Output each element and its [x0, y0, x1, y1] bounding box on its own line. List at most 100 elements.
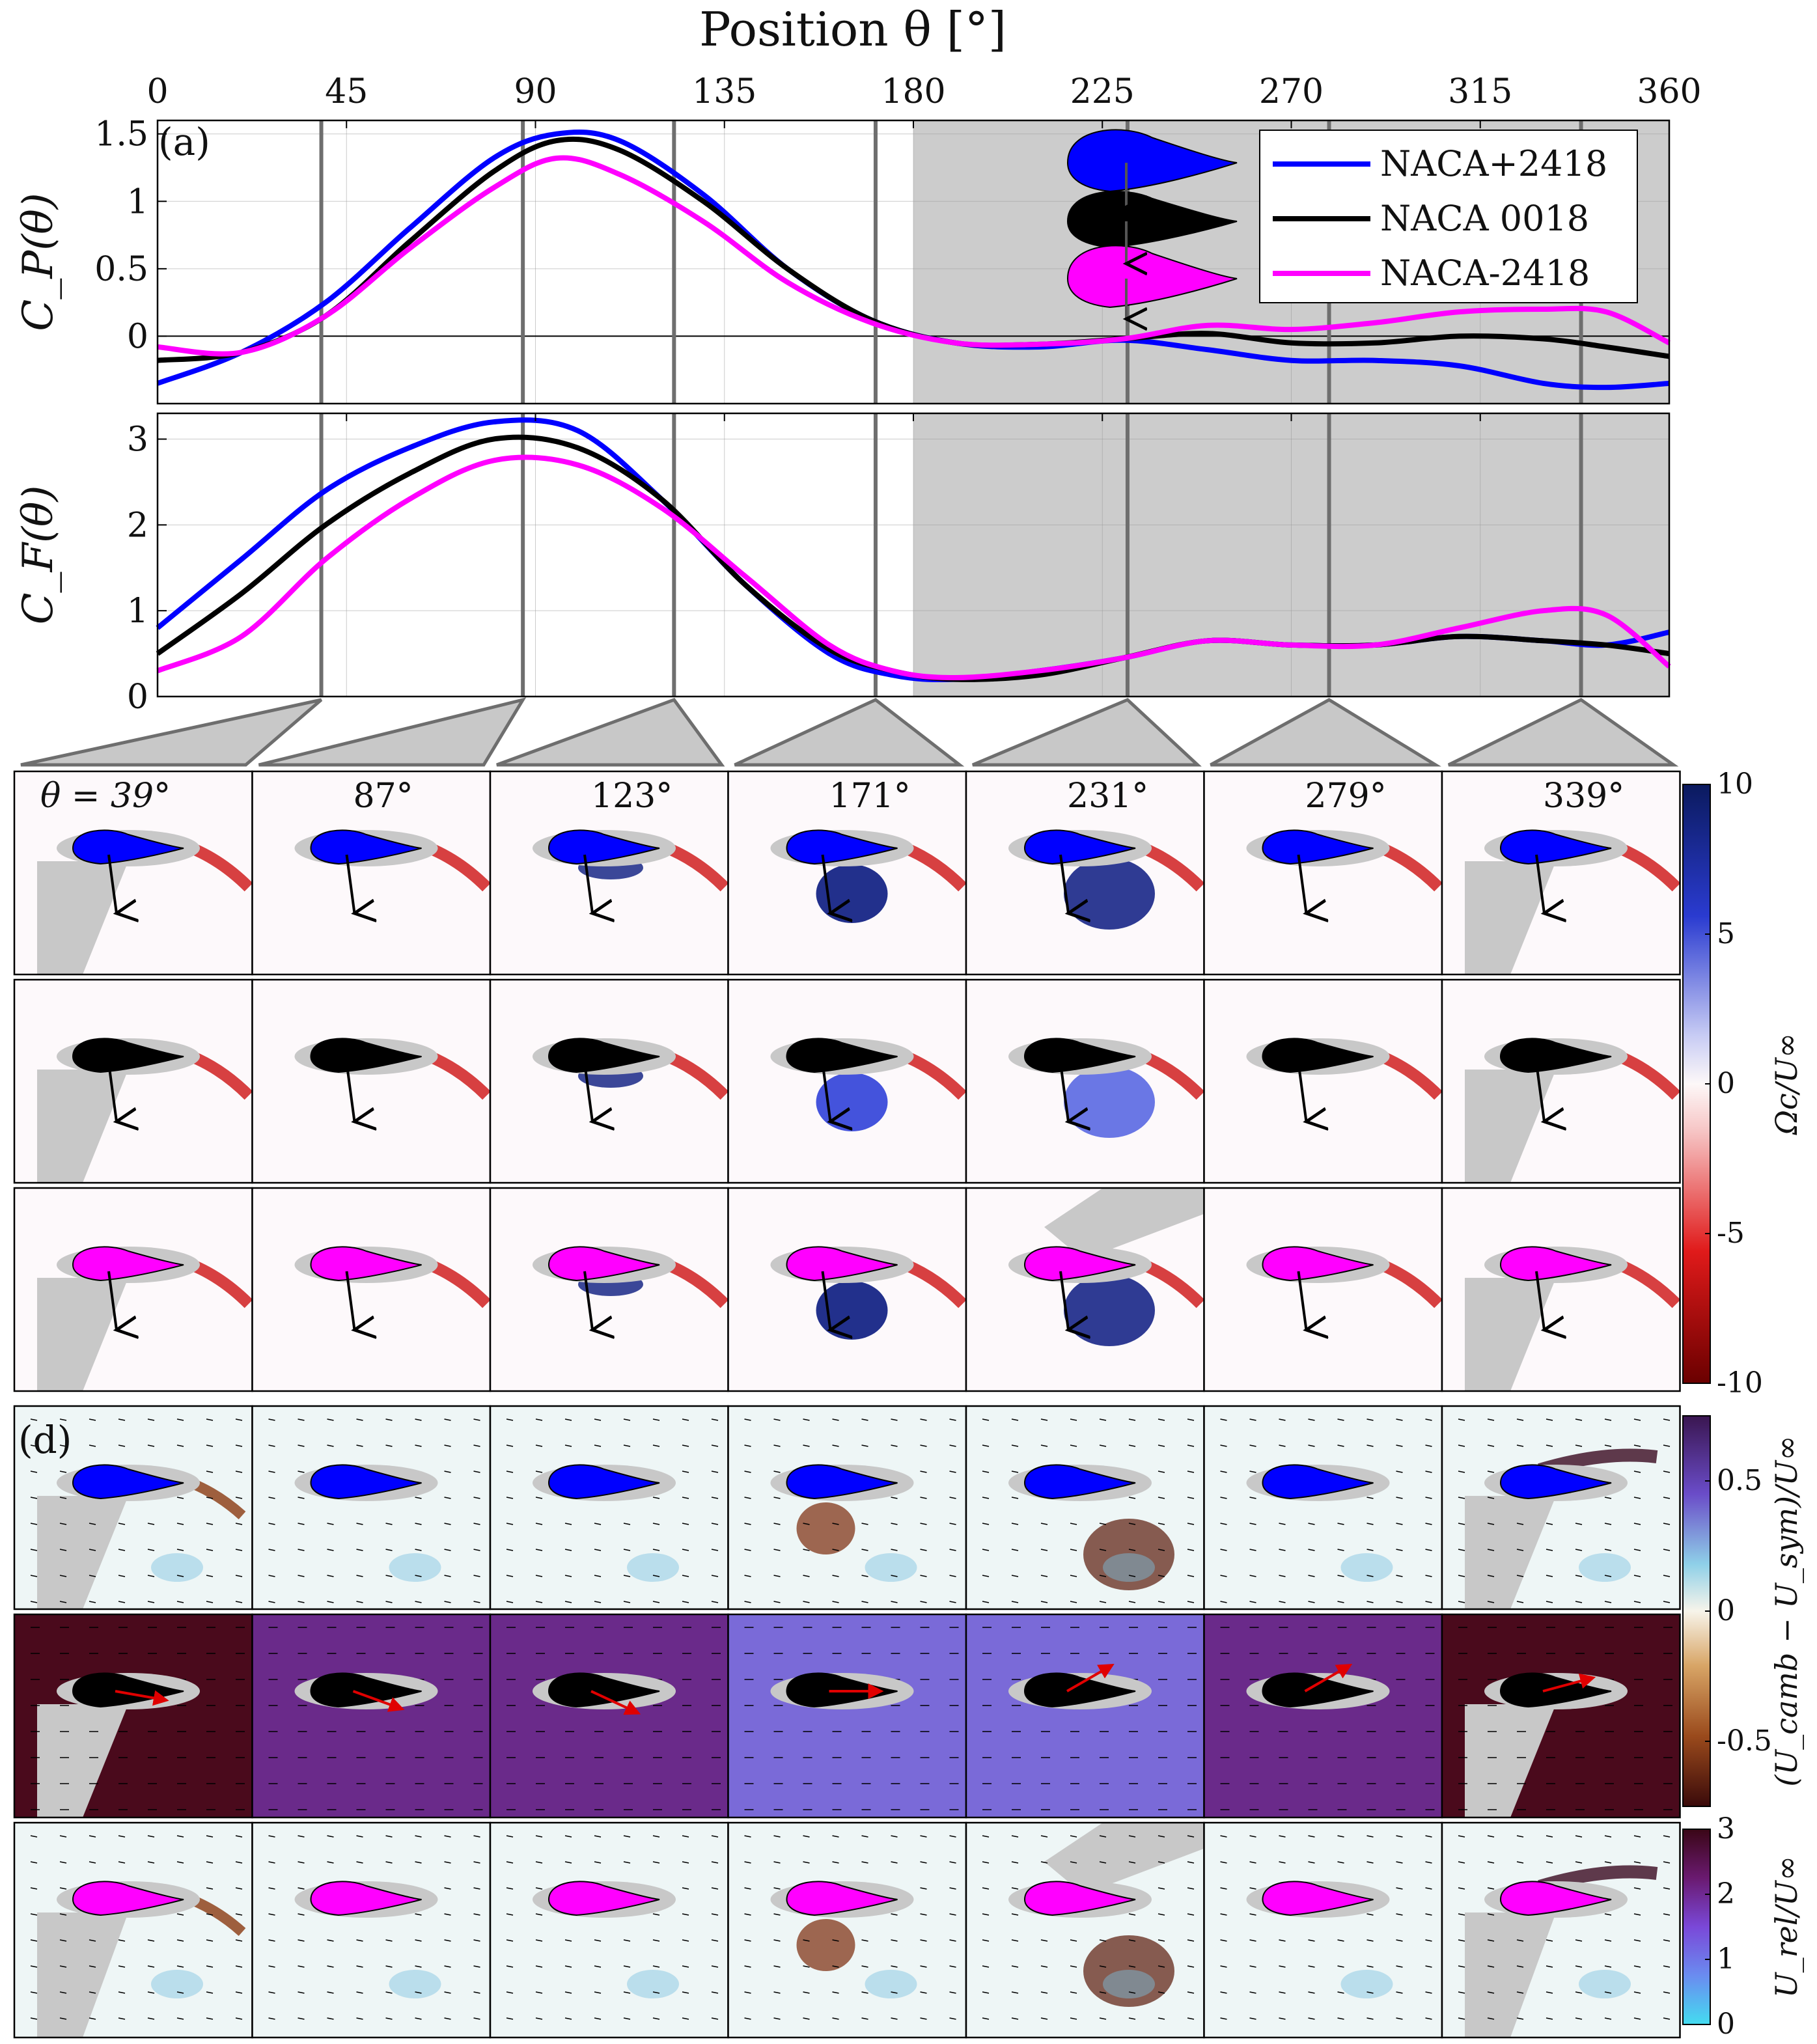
- quiver-arrow: [298, 2017, 305, 2020]
- quiver-arrow: [268, 1444, 275, 1447]
- quiver-arrow: [235, 1497, 243, 1499]
- quiver-arrow: [1220, 1965, 1227, 1968]
- field-background: [490, 1614, 728, 1817]
- shadow-mask: [1465, 861, 1556, 974]
- quiver-arrow: [1249, 1861, 1256, 1864]
- relative-velocity-arrow: [352, 1690, 405, 1712]
- quiver-arrow: [1128, 1523, 1136, 1525]
- quiver-arrow: [473, 1471, 480, 1473]
- quiver-arrow: [1040, 1939, 1048, 1942]
- quiver-arrow: [30, 1497, 38, 1499]
- quiver-arrow: [920, 1835, 927, 1838]
- force-arrow: [1297, 1271, 1307, 1330]
- connector-279: [1210, 698, 1441, 767]
- quiver-arrow: [473, 1861, 480, 1864]
- quiver-arrow: [803, 1549, 810, 1551]
- quiver-arrow: [1575, 1601, 1583, 1603]
- quiver-arrow: [1011, 1913, 1019, 1916]
- quiver-arrow: [444, 1835, 451, 1838]
- quiver-arrow: [744, 1939, 751, 1942]
- quiver-arrow: [1425, 1939, 1432, 1942]
- quiver-arrow: [235, 1523, 243, 1525]
- difference-blob: [1340, 1553, 1393, 1582]
- quiver-arrow: [535, 1549, 543, 1551]
- quiver-arrow: [891, 1444, 898, 1447]
- quiver-arrow: [473, 1418, 480, 1421]
- quiver-arrow: [773, 1523, 781, 1525]
- vortex-blob: [1064, 1275, 1155, 1346]
- quiver-arrow: [206, 1913, 214, 1916]
- quiver-arrow: [682, 1861, 689, 1864]
- quiver-arrow: [891, 1497, 898, 1499]
- quiver-arrow: [385, 1549, 393, 1551]
- quiver-arrow: [891, 1523, 898, 1525]
- quiver-arrow: [891, 1601, 898, 1603]
- field-background: [252, 771, 490, 974]
- quiver-arrow: [652, 1418, 660, 1421]
- quiver-arrow: [1187, 1965, 1195, 1968]
- quiver-arrow: [206, 1601, 214, 1603]
- quiver-arrow: [473, 1549, 480, 1551]
- quiver-arrow: [773, 1549, 781, 1551]
- quiver-arrow: [1575, 2017, 1583, 2020]
- field-background: [252, 1406, 490, 1609]
- quiver-arrow: [176, 1939, 184, 1942]
- snapshot-labels: θ = 39° 87° 123° 171° 231° 279° 339°: [40, 777, 1624, 816]
- quiver-arrow: [1663, 1497, 1671, 1499]
- field-background: [728, 1406, 966, 1609]
- quiver-arrow: [1158, 1887, 1165, 1890]
- field-background: [1204, 1188, 1442, 1391]
- quiver-arrow: [1458, 1418, 1465, 1421]
- quiver-arrow: [176, 1549, 184, 1551]
- quiver-arrow: [982, 2017, 990, 2020]
- quiver-arrow: [30, 1549, 38, 1551]
- quiver-arrow: [1396, 1444, 1403, 1447]
- quiver-arrow: [920, 1913, 927, 1916]
- quiver-arrow: [773, 1991, 781, 1994]
- quiver-arrow: [1663, 1601, 1671, 1603]
- quiver-arrow: [982, 1991, 990, 1994]
- quiver-arrow: [59, 1835, 67, 1838]
- quiver-arrow: [59, 1939, 67, 1942]
- quiver-arrow: [1128, 1418, 1136, 1421]
- quiver-arrow: [1425, 1523, 1432, 1525]
- snapshot-cell: [727, 1405, 967, 1610]
- quiver-arrow: [744, 1444, 751, 1447]
- quiver-arrow: [744, 1601, 751, 1603]
- quiver-arrow: [506, 1575, 514, 1577]
- quiver-arrow: [1633, 1549, 1641, 1551]
- quiver-arrow: [535, 1471, 543, 1473]
- quiver-arrow: [1604, 1575, 1612, 1577]
- quiver-arrow: [803, 1601, 810, 1603]
- quiver-arrow: [1337, 1549, 1344, 1551]
- quiver-arrow: [711, 1861, 719, 1864]
- quiver-arrow: [1249, 1939, 1256, 1942]
- quiver-arrow: [564, 1939, 572, 1942]
- quiver-arrow: [594, 1444, 602, 1447]
- field-background: [1204, 1823, 1442, 2037]
- quiver-arrow: [535, 1444, 543, 1447]
- quiver-arrow: [711, 1549, 719, 1551]
- snapshot-grid: [13, 770, 1681, 2039]
- airfoil: [1262, 1464, 1374, 1500]
- airfoil: [1023, 1881, 1136, 1916]
- shadow-mask: [1044, 1823, 1204, 1894]
- quiver-arrow: [1220, 1913, 1227, 1916]
- ytick-label-1.5: 1.5: [94, 115, 148, 154]
- airfoil: [1262, 1881, 1374, 1916]
- quiver-arrow: [415, 1965, 422, 1968]
- quiver-arrow: [1663, 2017, 1671, 2020]
- quiver-arrow: [982, 1523, 990, 1525]
- quiver-arrow: [268, 1497, 275, 1499]
- quiver-arrow: [623, 2017, 631, 2020]
- quiver-arrow: [1396, 1887, 1403, 1890]
- quiver-arrow: [832, 1418, 839, 1421]
- quiver-arrow: [920, 1523, 927, 1525]
- colorbar-label: Ωc/U∞: [1769, 1033, 1804, 1136]
- difference-blob: [1579, 1553, 1631, 1582]
- shadow-mask: [37, 1704, 128, 1817]
- quiver-arrow: [682, 1887, 689, 1890]
- quiver-arrow: [1604, 1835, 1612, 1838]
- quiver-arrow: [803, 1418, 810, 1421]
- quiver-arrow: [268, 1835, 275, 1838]
